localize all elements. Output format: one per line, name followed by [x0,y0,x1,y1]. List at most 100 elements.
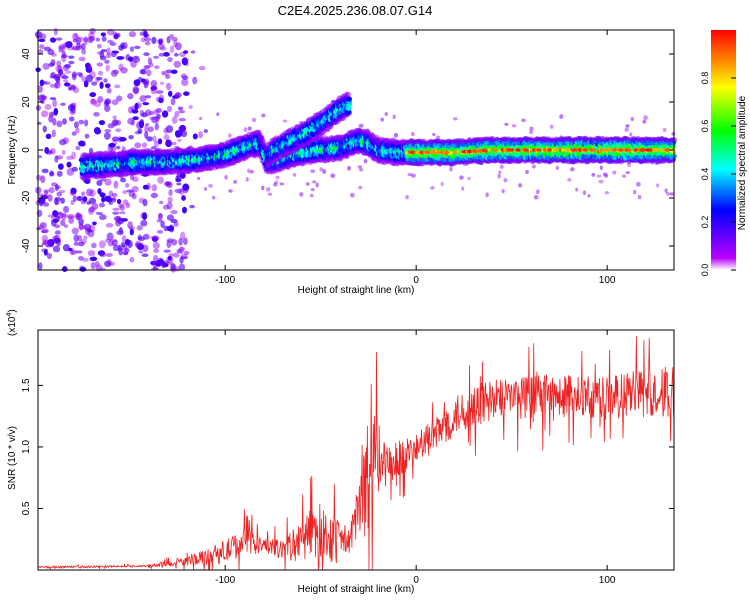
spectrogram-cell [330,173,336,178]
spectrogram-cell [166,105,173,113]
spectrogram-cell [110,146,117,152]
spectrogram-cell [152,135,157,143]
spectrogram-cell [102,173,109,179]
spectrogram-cell [39,95,45,103]
spectrogram-cell [128,31,137,38]
spectrogram-cell [150,192,159,199]
spectrogram-cell [60,102,66,106]
spectrogram-cell [41,95,48,101]
spectrogram-cell [38,155,43,159]
spectrogram-cell [47,49,55,56]
spectrogram-cell [167,56,173,63]
spectrogram-cell [127,92,134,100]
spectrogram-cell [175,146,181,153]
spectrogram-cell [150,80,158,88]
spectrogram-cell [112,69,120,75]
spectrogram-cell [299,192,304,197]
spectrogram-cell [582,190,587,196]
spectrogram-cell [132,116,139,121]
spectrogram-cell [182,206,187,214]
spectrogram-cell [256,129,262,135]
spectrogram-cell [461,186,465,191]
spectrogram-cell [43,81,51,85]
spectrogram-cell [48,186,55,194]
spectrogram-cell [405,195,409,200]
spectrogram-cell [118,203,124,209]
spectrogram-cell [104,172,111,178]
spectrogram-cell [160,260,167,269]
spectrogram-cell [181,78,189,87]
spectrogram-cell [157,148,163,154]
spectrogram-cell [150,85,157,91]
spectrogram-cell [38,198,44,207]
spectrogram-cell [164,181,171,186]
spectrogram-cell [70,84,77,90]
spectrogram-cell [77,255,84,261]
spectrogram-cell [144,41,151,46]
spectrogram-cell [99,214,107,221]
spectrogram-cell [166,240,172,248]
spectrogram-cell [533,194,539,200]
spectrogram-cell [575,187,579,192]
spectrogram-cell [66,161,72,168]
spectrogram-cell [52,117,57,126]
spectrogram-cell [98,120,106,126]
spectrogram-cell [84,179,91,185]
spectrogram-cell [103,78,108,83]
spectrogram-cell [196,176,201,181]
spectrogram-cell [459,175,464,180]
spectrogram-cell [89,92,97,98]
spectrogram-cell [55,37,63,41]
spectrogram-cell [173,40,178,48]
spectrogram-cell [168,90,173,97]
spectrogram-cell [119,136,127,142]
spectrogram-cell [39,222,47,229]
spectrogram-cell [407,172,413,177]
spectrogram-cell [169,34,174,39]
spectrogram-cell [142,244,149,253]
spectrogram-cell [173,52,179,57]
spectrogram-cell [627,162,632,167]
spectrogram-cell [203,187,208,191]
spectrogram-cell [106,232,114,241]
spectrogram-cell [182,183,190,191]
spectrogram-cell [133,79,141,87]
spectrogram-cell [99,251,107,258]
figure-title: C2E4.2025.236.08.07.G14 [278,3,433,18]
spectrogram-cell [165,82,172,91]
spectrogram-cell [121,146,126,154]
spectrogram-cell [97,150,104,157]
spectrogram-cell [125,54,131,61]
spectrogram-cell [58,49,63,53]
spectrogram-cell [170,69,178,74]
spectrogram-cell [190,50,196,54]
spectrogram-cell [157,138,163,145]
spectrogram-cell [54,200,60,205]
spectrogram-cell [138,250,144,254]
spectrogram-cell [143,37,152,42]
spectrogram-cell [633,189,637,195]
spectrogram-cell [183,50,189,54]
spectrogram-cell [90,261,96,270]
spectrogram-cell [43,189,49,196]
spectrogram-cell [147,57,153,65]
spectrogram-cell [129,256,135,263]
spectrogram-cell [174,92,182,98]
spectrogram-cell [131,109,139,114]
spectrogram-cell [44,240,51,248]
spectrogram-cell [38,38,46,42]
spectrogram-cell [504,122,509,126]
spectrogram-cell [228,133,232,138]
spectrogram-cell [174,92,181,98]
spectrogram-cell [662,127,667,133]
spectrogram-cell [189,204,195,209]
spectrogram-cell [106,87,112,94]
spectrogram-cell [106,47,111,55]
spectrogram-cell [96,43,102,49]
spectrogram-cell [118,44,124,51]
spectrogram-cell [165,125,174,133]
spectrogram-cell [48,114,54,123]
spectrogram-cell [60,219,66,227]
spectrogram-cell [183,91,190,96]
spectrogram-cell [550,124,554,129]
